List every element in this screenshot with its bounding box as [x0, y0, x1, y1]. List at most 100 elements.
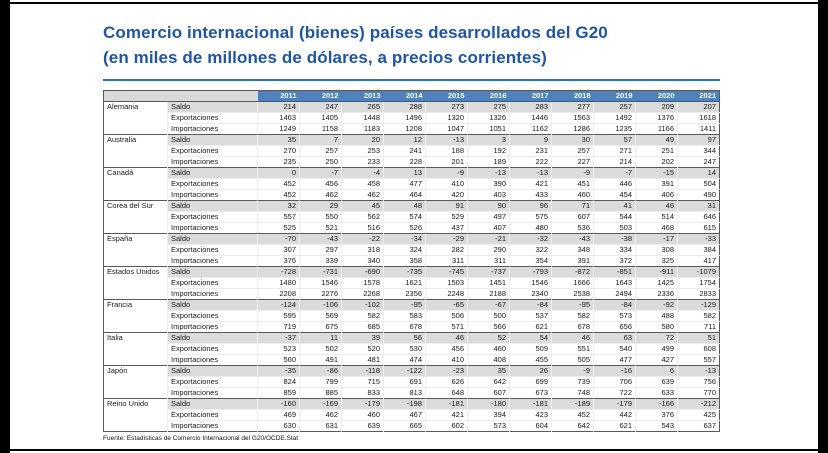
value-cell: 251: [635, 145, 678, 157]
value-cell: 391: [635, 178, 678, 190]
value-cell: 529: [425, 211, 468, 223]
value-cell: 456: [299, 178, 342, 190]
value-cell: 241: [383, 145, 426, 157]
right-black-bar: [818, 0, 828, 453]
rowtype-cell: Saldo: [167, 365, 258, 377]
value-cell: 2208: [257, 288, 300, 300]
value-cell: 462: [341, 189, 384, 201]
value-cell: 265: [341, 101, 384, 113]
value-cell: 462: [299, 409, 342, 421]
value-cell: 209: [635, 101, 678, 113]
value-cell: 308: [635, 244, 678, 256]
value-cell: -737: [467, 266, 510, 278]
value-cell: 458: [341, 178, 384, 190]
year-header-cell: 2012: [299, 90, 342, 102]
value-cell: 678: [551, 321, 594, 333]
value-cell: 490: [677, 189, 720, 201]
table-row: Exportaciones 824 799 715 691 626 642 699 739 706…: [104, 376, 720, 388]
value-cell: 270: [257, 145, 300, 157]
value-cell: 348: [551, 244, 594, 256]
value-cell: 446: [593, 178, 636, 190]
corner-cell: [103, 90, 168, 102]
value-cell: 480: [509, 222, 552, 234]
value-cell: 1666: [551, 277, 594, 289]
rowtype-cell: Saldo: [167, 266, 258, 278]
value-cell: 813: [383, 387, 426, 399]
value-cell: -29: [425, 233, 468, 245]
value-cell: -32: [509, 233, 552, 245]
value-cell: -17: [635, 233, 678, 245]
value-cell: 1235: [593, 123, 636, 135]
value-cell: 691: [383, 376, 426, 388]
value-cell: 71: [551, 200, 594, 212]
value-cell: 417: [677, 255, 720, 267]
rowtype-cell: Importaciones: [167, 189, 258, 201]
value-cell: 711: [677, 321, 720, 333]
value-cell: 29: [299, 200, 342, 212]
year-header-cell: 2017: [509, 90, 552, 102]
table-row: Exportaciones 1480 1546 1578 1621 1503 1451 154…: [104, 277, 720, 289]
value-cell: 406: [635, 189, 678, 201]
value-cell: 403: [467, 189, 510, 201]
rowtype-cell: Saldo: [167, 134, 258, 146]
value-cell: 715: [341, 376, 384, 388]
value-cell: 189: [467, 156, 510, 168]
value-cell: 410: [425, 178, 468, 190]
country-cell: Francia: [103, 299, 168, 333]
value-cell: 481: [341, 354, 384, 366]
year-header-cell: 2016: [467, 90, 510, 102]
value-cell: 0: [257, 167, 300, 179]
value-cell: 739: [551, 376, 594, 388]
value-cell: -21: [467, 233, 510, 245]
value-cell: 2494: [593, 288, 636, 300]
value-cell: 488: [635, 310, 678, 322]
value-cell: 372: [593, 255, 636, 267]
value-cell: 420: [425, 189, 468, 201]
value-cell: -179: [341, 398, 384, 410]
value-cell: 410: [425, 354, 468, 366]
value-cell: 202: [635, 156, 678, 168]
value-cell: 509: [509, 343, 552, 355]
value-cell: 543: [635, 420, 678, 432]
year-header-row: 2011 2012 2013 2014 2015 2016 2017 2018 2019 2020…: [103, 90, 720, 102]
rowtype-cell: Importaciones: [167, 156, 258, 168]
value-cell: 456: [425, 343, 468, 355]
value-cell: 573: [467, 420, 510, 432]
value-cell: 273: [425, 101, 468, 113]
value-cell: -189: [551, 398, 594, 410]
value-cell: 30: [551, 134, 594, 146]
value-cell: 467: [383, 409, 426, 421]
rowtype-cell: Importaciones: [167, 321, 258, 333]
value-cell: 451: [551, 178, 594, 190]
value-cell: 2336: [635, 288, 678, 300]
value-cell: 45: [341, 200, 384, 212]
value-cell: 344: [677, 145, 720, 157]
value-cell: 1286: [551, 123, 594, 135]
value-cell: -22: [341, 233, 384, 245]
value-cell: 334: [593, 244, 636, 256]
table-row: Importaciones 525 521 516 526 437 407 480 536 503…: [104, 222, 720, 234]
value-cell: -95: [383, 299, 426, 311]
rowtype-cell: Exportaciones: [167, 244, 258, 256]
value-cell: 673: [509, 387, 552, 399]
value-cell: 678: [383, 321, 426, 333]
value-cell: 2276: [299, 288, 342, 300]
value-cell: 1618: [677, 112, 720, 124]
value-cell: 72: [635, 332, 678, 344]
value-cell: -15: [635, 167, 678, 179]
value-cell: 859: [257, 387, 300, 399]
value-cell: 665: [383, 420, 426, 432]
value-cell: 642: [467, 376, 510, 388]
table-row: Importaciones 376 339 340 358 311 311 354 391 372…: [104, 255, 720, 267]
value-cell: 1448: [341, 112, 384, 124]
value-cell: -37: [257, 332, 300, 344]
value-cell: 35: [257, 134, 300, 146]
value-cell: -106: [299, 299, 342, 311]
year-header-cell: 2015: [425, 90, 468, 102]
value-cell: 257: [299, 145, 342, 157]
value-cell: 2833: [677, 288, 720, 300]
value-cell: 1405: [299, 112, 342, 124]
table-row: Importaciones 2208 2276 2268 2356 2248 2188 234…: [104, 288, 720, 300]
value-cell: 433: [509, 189, 552, 201]
value-cell: 630: [257, 420, 300, 432]
